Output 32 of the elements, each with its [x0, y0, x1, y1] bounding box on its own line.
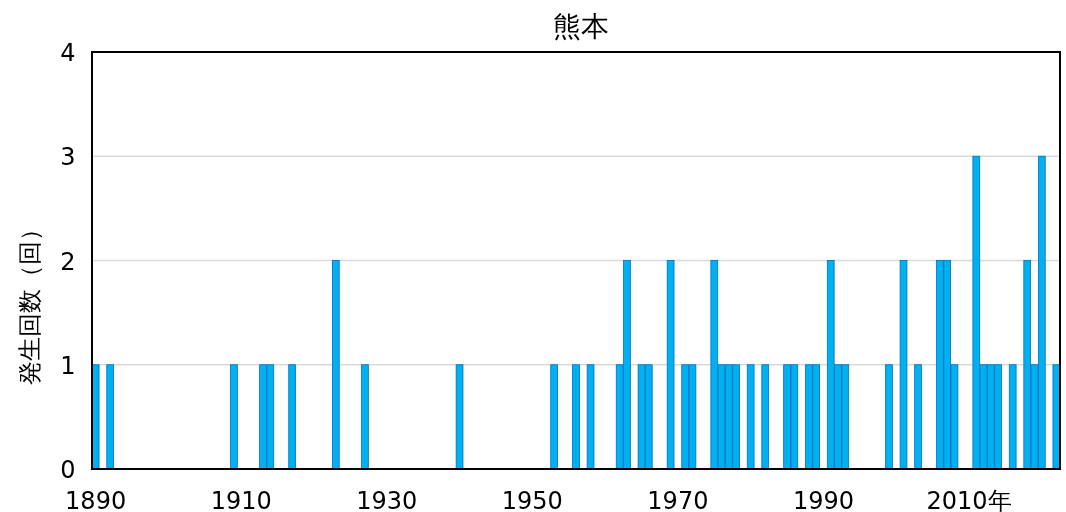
bar: [332, 260, 340, 470]
y-tick-label: 1: [60, 351, 76, 380]
bar: [91, 364, 100, 470]
y-tick-label: 4: [60, 39, 76, 67]
x-tick-label: 1950: [501, 487, 563, 512]
bar: [288, 364, 296, 470]
x-tick-label: 1970: [647, 487, 709, 512]
x-tick-label: 1910: [210, 487, 272, 512]
bar: [666, 260, 675, 470]
bar: [106, 364, 115, 470]
bar: [572, 364, 580, 470]
bar: [899, 260, 908, 470]
chart-title: 熊本: [553, 10, 609, 43]
y-tick-label: 2: [60, 247, 76, 276]
bar: [361, 364, 369, 470]
bar: [1008, 364, 1017, 470]
x-tick-label: 1930: [356, 487, 418, 512]
bar: [230, 364, 238, 470]
y-tick-label: 3: [60, 143, 76, 172]
bar: [746, 364, 755, 470]
y-axis-title: 発生回数（回）: [16, 216, 44, 385]
bar: [455, 364, 464, 470]
x-tick-label: 1890: [65, 487, 127, 512]
x-tick-label: 1990: [792, 487, 854, 512]
bar: [914, 364, 922, 470]
bar: [761, 364, 770, 470]
bar: [1052, 364, 1061, 470]
x-tick-label: 2010年: [926, 487, 1012, 512]
bar: [586, 364, 595, 470]
y-tick-label: 0: [60, 456, 76, 484]
bar: [885, 364, 893, 470]
bar: [550, 364, 558, 470]
